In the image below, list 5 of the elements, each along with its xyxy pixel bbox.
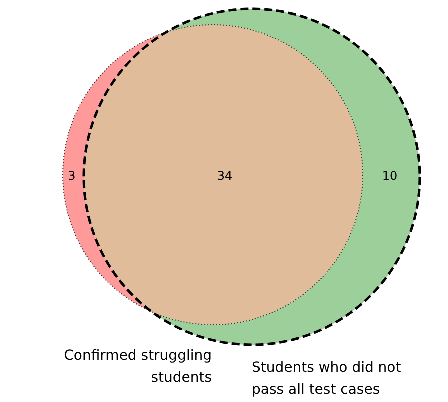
text: Students who did not pass all test cases [252,360,402,398]
data-label: 34 [217,169,233,183]
data-label: 10 [382,169,398,183]
data-label: 3 [68,169,76,183]
text: Confirmed struggling students [64,348,212,386]
